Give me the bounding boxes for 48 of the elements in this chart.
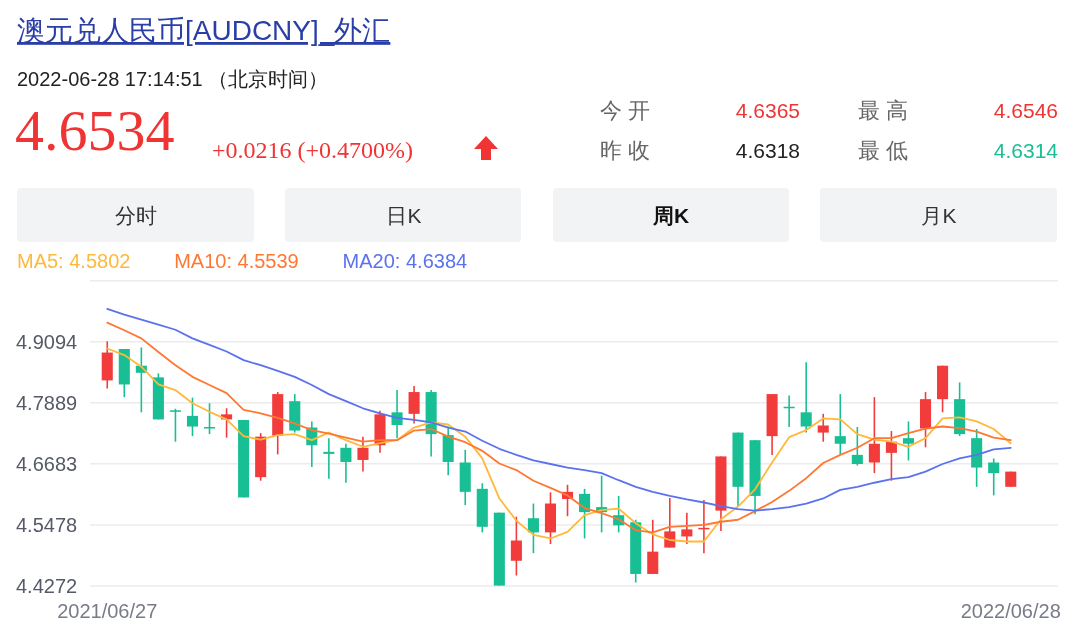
candlestick <box>817 413 829 443</box>
candlestick <box>664 497 676 549</box>
chart-title: 澳元兑人民币[AUDCNY]_外汇 <box>17 15 391 46</box>
candlestick <box>408 385 420 425</box>
line-series <box>106 321 1012 534</box>
candlestick <box>885 430 897 482</box>
text: MA10: 4.5539 <box>174 250 299 272</box>
text: +0.0216 (+0.4700%) <box>212 137 414 163</box>
y-tick-label: 4.6683 <box>16 452 78 475</box>
candlestick <box>834 393 846 456</box>
text: 最 高 <box>858 98 909 123</box>
candlestick <box>868 396 880 474</box>
candlestick <box>510 515 522 577</box>
text: 4.6318 <box>735 139 800 162</box>
candlestick <box>340 442 352 484</box>
y-tick-label: 4.5478 <box>16 513 78 536</box>
text: 4.6365 <box>735 99 800 122</box>
x-tick-label: 2022/06/28 <box>960 600 1061 622</box>
candlestick <box>527 502 539 554</box>
text: 4.6314 <box>993 139 1059 162</box>
candlestick <box>647 518 659 575</box>
text: MA5: 4.5802 <box>17 250 131 272</box>
text: MA20: 4.6384 <box>342 250 468 272</box>
text: 2022-06-28 17:14:51 （北京时间） <box>17 68 329 90</box>
candlestick <box>169 407 181 443</box>
y-tick-label: 4.9094 <box>16 330 78 353</box>
text: 最 低 <box>858 138 909 163</box>
text: 日K <box>386 204 422 227</box>
text: 4.6546 <box>993 99 1058 122</box>
candlestick <box>681 511 693 545</box>
text: 今 开 <box>600 98 651 123</box>
candlestick <box>851 426 863 467</box>
y-tick-label: 4.4272 <box>16 575 78 597</box>
text: 周K <box>651 204 690 227</box>
line-series <box>106 308 1012 512</box>
candlestick <box>988 457 1000 497</box>
candlestick <box>902 420 915 462</box>
candlestick <box>323 437 335 480</box>
text: 月K <box>921 204 957 227</box>
y-tick-label: 4.7889 <box>16 391 78 414</box>
text: 4.6534 <box>15 98 175 163</box>
candlestick <box>186 396 199 437</box>
candlestick <box>203 402 216 435</box>
text: 分时 <box>115 204 157 227</box>
x-tick-label: 2021/06/27 <box>57 600 158 622</box>
text: 昨 收 <box>600 138 651 163</box>
candlestick <box>800 361 812 434</box>
candlestick <box>357 435 369 473</box>
